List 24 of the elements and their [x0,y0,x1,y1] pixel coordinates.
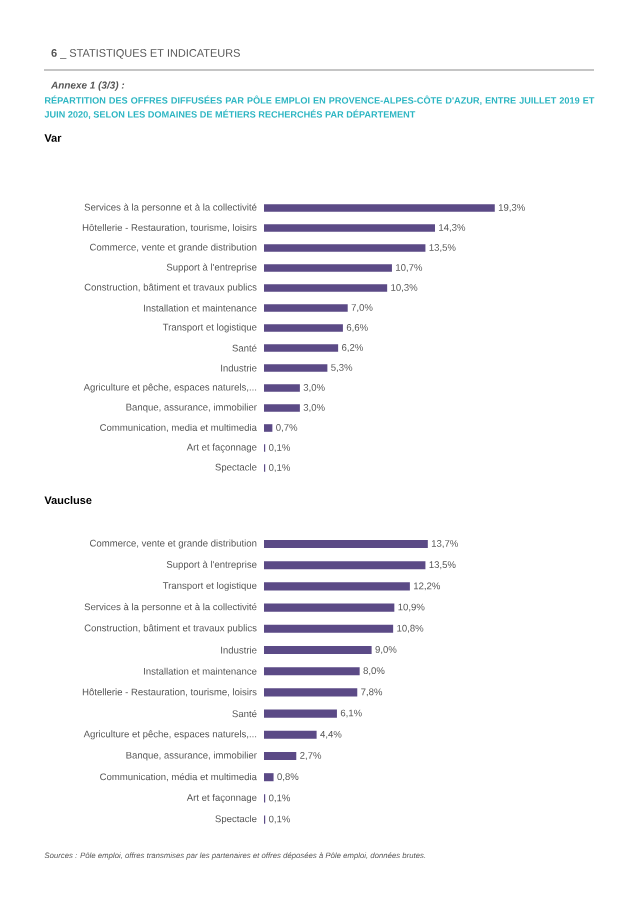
bar [264,264,392,272]
bar [264,344,339,352]
bar [264,773,274,782]
bar [264,244,426,252]
bar [264,751,297,761]
bar [264,224,435,232]
bar [264,364,328,372]
bar [264,561,426,570]
bar [264,424,273,432]
bar [264,624,394,633]
bar [264,688,358,697]
bar [264,667,360,676]
bar [264,304,348,312]
bar [264,284,388,292]
bar [264,730,317,739]
bar [264,324,343,332]
bar [264,404,300,412]
bar [264,582,410,591]
bar [264,603,395,612]
bar [264,709,337,718]
bar [264,645,372,655]
bar [264,204,495,212]
bar [264,384,300,392]
bar [264,539,428,549]
